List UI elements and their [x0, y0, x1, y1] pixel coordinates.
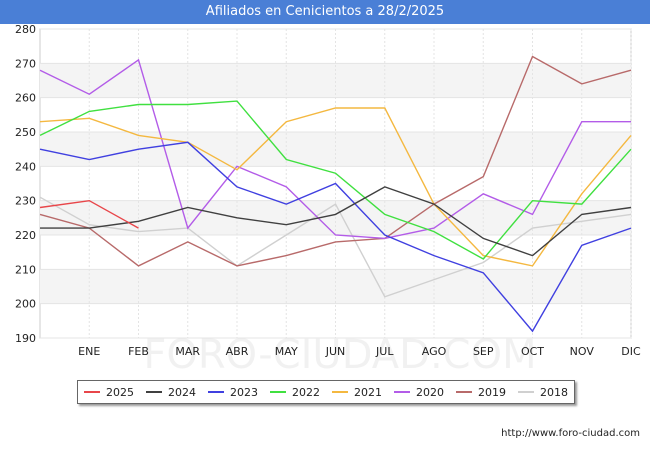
legend-label: 2025: [106, 385, 134, 399]
x-tick-label: AGO: [422, 345, 447, 358]
series-lines: [39, 55, 632, 333]
legend-label: 2023: [230, 385, 258, 399]
series-line-2018: [39, 196, 632, 298]
legend-item-2023: 2023: [208, 386, 258, 399]
series-line-2025: [39, 199, 139, 229]
x-tick-label: ABR: [226, 345, 249, 358]
legend-label: 2020: [416, 385, 444, 399]
legend-item-2019: 2019: [456, 386, 506, 399]
chart-title: Afiliados en Cenicientos a 28/2/2025: [0, 0, 650, 24]
legend-item-2018: 2018: [518, 386, 568, 399]
legend-label: 2019: [478, 385, 506, 399]
legend-item-2025: 2025: [84, 386, 134, 399]
legend-item-2024: 2024: [146, 386, 196, 399]
series-line-2022: [39, 100, 632, 260]
y-tick-label: 270: [15, 57, 36, 70]
x-tick-label: ENE: [78, 345, 100, 358]
legend-swatch: [518, 391, 534, 393]
y-tick-label: 250: [15, 126, 36, 139]
legend: 2025 2024 2023 2022 2021 2020 2019 2018: [77, 380, 575, 404]
series-line-2020: [39, 58, 631, 240]
x-tick-labels: ENE FEB MAR ABR MAY JUN JUL AGO SEP OCT NOV DIC: [78, 345, 641, 358]
legend-swatch: [208, 391, 224, 393]
legend-item-2020: 2020: [394, 386, 444, 399]
y-tick-label: 280: [15, 23, 36, 36]
legend-item-2021: 2021: [332, 386, 382, 399]
x-tick-label: MAR: [175, 345, 200, 358]
y-tick-label: 240: [15, 160, 36, 173]
series-line-2023: [39, 141, 632, 333]
legend-label: 2021: [354, 385, 382, 399]
x-tick-label: FEB: [128, 345, 149, 358]
y-tick-labels: 190 200 210 220 230 240 250 260 270 280: [15, 23, 36, 345]
x-tick-label: SEP: [473, 345, 494, 358]
x-tick-label: NOV: [570, 345, 595, 358]
footer-url: http://www.foro-ciudad.com: [501, 428, 640, 439]
legend-label: 2024: [168, 385, 196, 399]
legend-swatch: [394, 391, 410, 393]
legend-swatch: [456, 391, 472, 393]
x-tick-label: DIC: [621, 345, 641, 358]
x-tick-label: JUN: [325, 345, 346, 358]
legend-swatch: [146, 391, 162, 393]
y-tick-label: 260: [15, 92, 36, 105]
watermark-text: FORO-CIUDAD.COM: [143, 332, 536, 378]
legend-swatch: [84, 391, 100, 393]
series-line-2024: [40, 186, 632, 257]
x-tick-label: OCT: [521, 345, 544, 358]
legend-item-2022: 2022: [270, 386, 320, 399]
series-line-2021: [39, 107, 632, 267]
y-tick-label: 200: [15, 298, 36, 311]
legend-label: 2018: [540, 385, 568, 399]
series-line-2019: [39, 55, 632, 267]
x-tick-label: MAY: [275, 345, 298, 358]
y-tick-label: 190: [15, 332, 36, 345]
x-tick-label: JUL: [375, 345, 394, 358]
legend-swatch: [270, 391, 286, 393]
y-tick-label: 220: [15, 229, 36, 242]
y-tick-label: 210: [15, 263, 36, 276]
legend-label: 2022: [292, 385, 320, 399]
y-tick-label: 230: [15, 195, 36, 208]
grid-band: [40, 63, 631, 98]
legend-swatch: [332, 391, 348, 393]
